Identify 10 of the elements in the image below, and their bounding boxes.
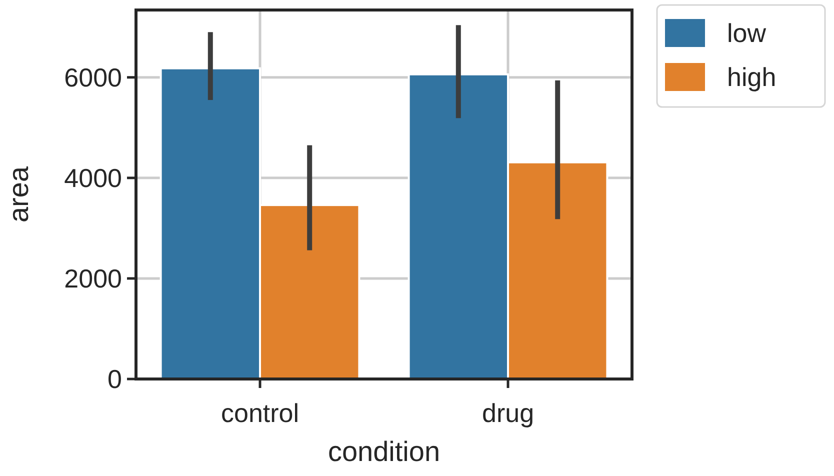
y-tick-label: 2000 xyxy=(64,264,122,294)
y-tick-label: 4000 xyxy=(64,163,122,194)
y-tick-label: 6000 xyxy=(64,62,122,92)
y-tick-label: 0 xyxy=(108,364,122,394)
x-axis-title: condition xyxy=(328,436,440,467)
y-axis-title: area xyxy=(3,166,34,223)
legend-label: low xyxy=(727,18,766,48)
x-tick-label: drug xyxy=(482,398,534,428)
legend-label: high xyxy=(727,62,776,92)
x-tick-label: control xyxy=(220,398,300,428)
